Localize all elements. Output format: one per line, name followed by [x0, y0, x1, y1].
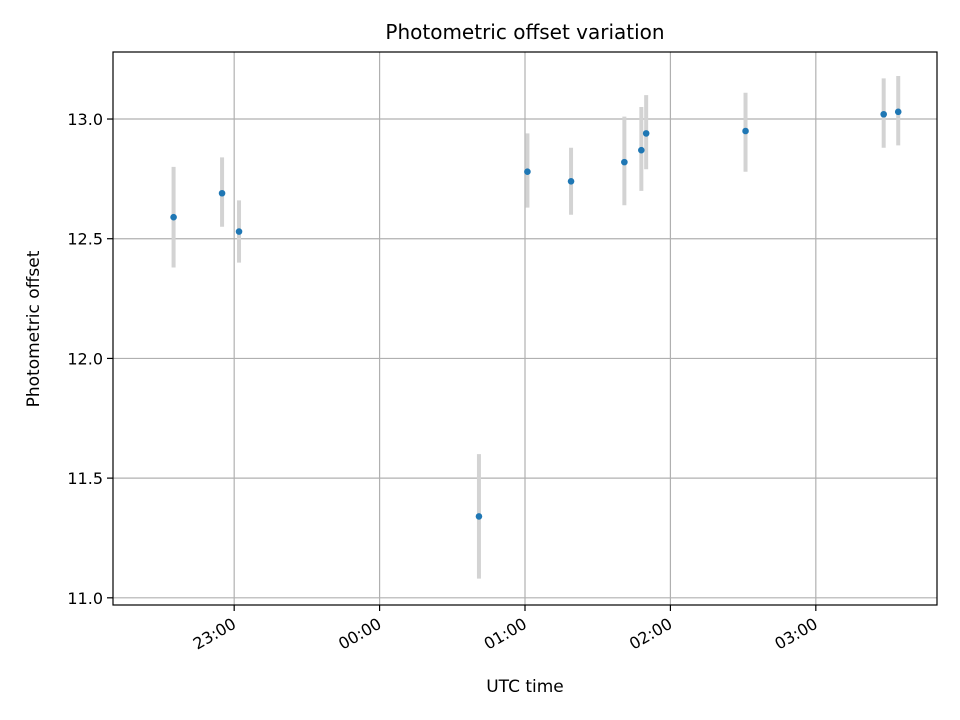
chart-title: Photometric offset variation	[385, 20, 664, 44]
data-point	[894, 108, 902, 116]
x-tick-label: 02:00	[626, 614, 675, 654]
data-point	[642, 130, 650, 137]
data-point	[621, 158, 628, 166]
y-tick-label: 12.5	[67, 230, 103, 249]
data-points	[170, 108, 902, 520]
data-point	[880, 110, 887, 118]
x-axis: 23:00 00:00 01:00 02:00 03:00	[190, 605, 821, 654]
data-point	[638, 146, 645, 154]
data-point	[170, 213, 177, 221]
grid	[113, 52, 937, 605]
y-axis-label: Photometric offset	[24, 250, 44, 407]
data-point	[475, 513, 483, 520]
data-point	[235, 228, 243, 235]
data-point	[742, 127, 749, 135]
y-tick-label: 11.5	[67, 469, 103, 488]
y-axis: 11.0 11.5 12.0 12.5 13.0	[67, 110, 113, 608]
x-tick-label: 03:00	[771, 614, 820, 654]
x-axis-label: UTC time	[486, 677, 564, 697]
error-bars	[171, 75, 901, 579]
y-tick-label: 13.0	[67, 110, 103, 129]
data-point	[567, 177, 575, 185]
data-point	[524, 168, 531, 175]
y-tick-label: 11.0	[67, 589, 103, 608]
x-tick-label: 23:00	[190, 614, 239, 654]
y-tick-label: 12.0	[67, 349, 103, 368]
data-point	[218, 189, 226, 197]
x-tick-label: 01:00	[481, 614, 530, 654]
x-tick-label: 00:00	[335, 614, 384, 654]
